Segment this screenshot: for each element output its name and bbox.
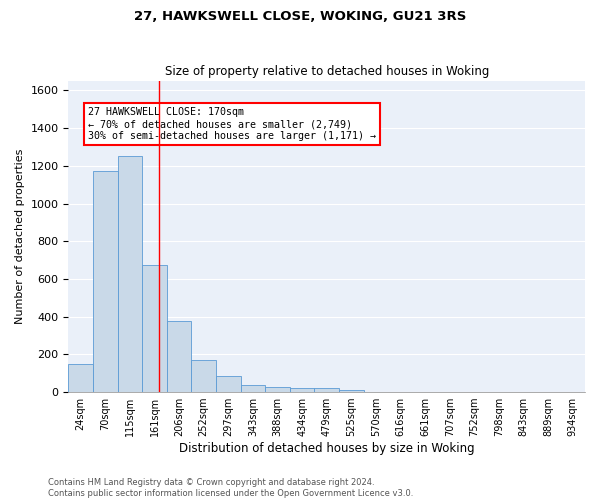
Bar [68,364,93,392]
Bar [167,322,191,392]
Bar [290,388,314,392]
Bar [241,386,265,392]
Text: 27 HAWKSWELL CLOSE: 170sqm
← 70% of detached houses are smaller (2,749)
30% of s: 27 HAWKSWELL CLOSE: 170sqm ← 70% of deta… [88,108,376,140]
Text: 27, HAWKSWELL CLOSE, WOKING, GU21 3RS: 27, HAWKSWELL CLOSE, WOKING, GU21 3RS [134,10,466,23]
Bar [142,265,167,392]
Bar [93,170,118,392]
Text: Contains HM Land Registry data © Crown copyright and database right 2024.
Contai: Contains HM Land Registry data © Crown c… [48,478,413,498]
Bar [191,360,216,392]
Title: Size of property relative to detached houses in Woking: Size of property relative to detached ho… [164,66,489,78]
Bar [314,388,339,392]
X-axis label: Distribution of detached houses by size in Woking: Distribution of detached houses by size … [179,442,475,455]
Y-axis label: Number of detached properties: Number of detached properties [15,149,25,324]
Bar [265,388,290,392]
Bar [118,156,142,392]
Bar [339,390,364,392]
Bar [216,376,241,392]
